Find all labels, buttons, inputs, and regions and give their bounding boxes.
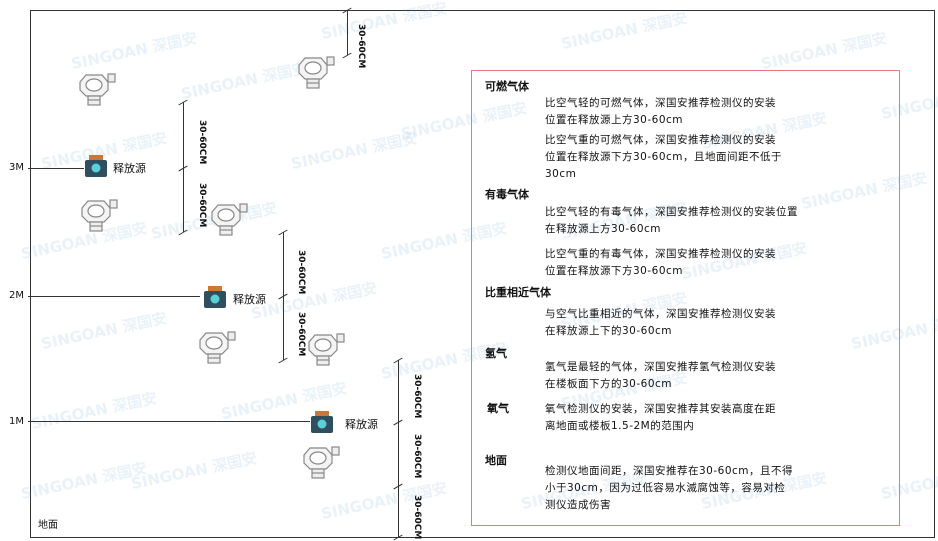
section-heading: 有毒气体 <box>485 188 529 201</box>
section-text-line: 位置在释放源下方30-60cm <box>545 265 684 277</box>
watermark-logo: SINGOAN 深国安 <box>559 8 689 54</box>
release-source-icon <box>80 155 112 177</box>
gas-detector-icon <box>305 332 345 368</box>
section-text-line: 与空气比重相近的气体，深国安推荐检测仪安装 <box>545 308 776 320</box>
section-text-line: 30cm <box>545 168 577 180</box>
section-heading: 氧气 <box>487 402 509 415</box>
watermark-logo: SINGOAN 深国安 <box>319 478 449 524</box>
gas-detector-icon <box>76 72 116 108</box>
gas-detector-icon <box>295 55 335 91</box>
dimension-tick <box>393 419 403 426</box>
section-heading: 可燃气体 <box>485 80 529 93</box>
level-2m-label: 2M <box>9 290 24 301</box>
section-text-line: 检测仪地面间距，深国安推荐在30-60cm，且不得 <box>545 465 794 477</box>
dimension-line <box>178 99 188 172</box>
dimension-label: 30-60CM <box>296 312 306 357</box>
dimension-line <box>278 229 288 300</box>
left-wall <box>30 10 31 537</box>
dimension-line <box>178 165 188 236</box>
section-text-line: 位置在释放源上方30-60cm <box>545 114 684 126</box>
dimension-tick <box>342 52 352 59</box>
section-text-line: 位置在释放源下方30-60cm，且地面间距不低于 <box>545 151 783 163</box>
dimension-label: 30-60CM <box>412 495 422 540</box>
section-text-line: 比空气重的有毒气体，深国安推荐检测仪的安装 <box>545 248 776 260</box>
dimension-tick <box>278 229 288 236</box>
top-border <box>30 10 935 11</box>
ground-line <box>30 537 935 538</box>
section-text-line: 在释放源上方30-60cm <box>545 223 662 235</box>
watermark-logo: SINGOAN 深国安 <box>319 0 449 44</box>
release-source-icon <box>306 411 338 433</box>
release-source-label: 释放源 <box>113 162 146 175</box>
section-text-line: 比空气轻的可燃气体，深国安推荐检测仪的安装 <box>545 97 776 109</box>
release-source-icon <box>199 286 231 308</box>
level-2m-line <box>28 296 200 297</box>
ground-label: 地面 <box>38 520 58 531</box>
watermark-logo: SINGOAN 深国安 <box>39 308 169 354</box>
level-3m-line <box>28 168 84 169</box>
dimension-line <box>342 7 352 59</box>
dimension-line <box>393 357 403 426</box>
level-1m-line <box>28 421 310 422</box>
dimension-label: 30-60CM <box>197 183 207 228</box>
watermark-logo: SINGOAN 深国安 <box>759 28 889 74</box>
section-text-line: 小于30cm，因为过低容易水滅腐蚀等，容易对检 <box>545 482 786 494</box>
section-text-line: 测仪造成伤害 <box>545 499 611 511</box>
watermark-logo: SINGOAN 深国安 <box>69 28 199 74</box>
dimension-tick <box>278 357 288 364</box>
section-text-line: 比空气轻的有毒气体，深国安推荐检测仪的安装位置 <box>545 206 798 218</box>
section-text-line: 在释放源上下的30-60cm <box>545 325 673 337</box>
watermark-logo: SINGOAN 深国安 <box>179 58 309 104</box>
dimension-label: 30-60CM <box>296 250 306 295</box>
dimension-label: 30-60CM <box>412 374 422 419</box>
gas-detector-icon <box>300 445 340 481</box>
dimension-line <box>278 293 288 364</box>
dimension-tick <box>178 165 188 172</box>
dimension-line <box>393 483 403 541</box>
section-text-line: 氧气检测仪的安装，深国安推荐其安装高度在距 <box>545 403 776 415</box>
gas-detector-icon <box>208 202 248 238</box>
level-3m-label: 3M <box>9 162 24 173</box>
level-1m-label: 1M <box>9 416 24 427</box>
section-text-line: 离地面或楼板1.5-2M的范围内 <box>545 420 695 432</box>
section-heading: 氢气 <box>485 347 507 360</box>
gas-detector-icon <box>196 330 236 366</box>
watermark-logo: SINGOAN 深国安 <box>29 388 159 434</box>
gas-detector-icon <box>78 198 118 234</box>
section-text-line: 比空气重的可燃气体，深国安推荐检测仪的安装 <box>545 134 776 146</box>
section-text-line: 在楼板面下方的30-60cm <box>545 378 673 390</box>
section-heading: 比重相近气体 <box>485 286 551 299</box>
dimension-label: 30-60CM <box>356 24 366 69</box>
watermark-logo: SINGOAN 深国安 <box>289 128 419 174</box>
release-source-label: 释放源 <box>345 418 378 431</box>
section-text-line: 氢气是最轻的气体，深国安推荐氢气检测仪安装 <box>545 361 776 373</box>
dimension-label: 30-60CM <box>197 120 207 165</box>
right-border <box>934 10 935 537</box>
watermark-logo: SINGOAN 深国安 <box>249 278 379 324</box>
section-heading: 地面 <box>485 454 507 467</box>
dimension-label: 30-60CM <box>412 434 422 479</box>
watermark-logo: SINGOAN 深国安 <box>129 448 259 494</box>
release-source-label: 释放源 <box>233 293 266 306</box>
recommendation-panel <box>471 70 900 526</box>
dimension-line <box>393 419 403 490</box>
watermark-logo: SINGOAN 深国安 <box>19 458 149 504</box>
